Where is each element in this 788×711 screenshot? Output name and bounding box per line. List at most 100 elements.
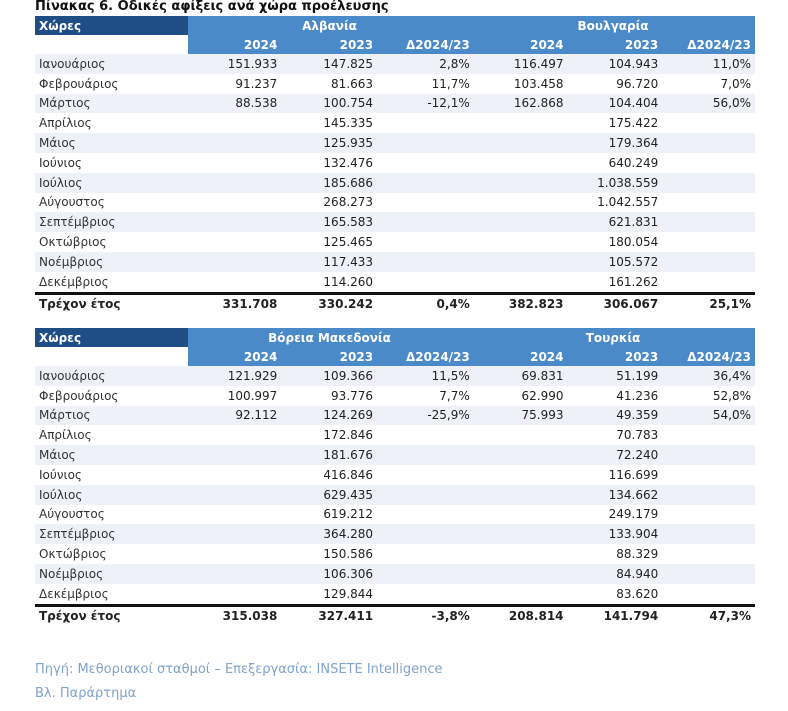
table-cell: 88.329 [616,547,659,562]
table-cell: 7,0% [720,76,752,91]
table-row: Αύγουστος 619.212 249.179 [35,504,755,525]
total-cell: 382.823 [508,296,564,311]
table-cell: 75.993 [521,408,564,423]
month-label: Μάιος [39,448,76,463]
table-cell: 640.249 [608,155,659,170]
month-label: Ιανουάριος [39,56,106,71]
arrivals-table-2: Χώρες Βόρεια Μακεδονία Τουρκία 2024 2023 Δ202… [35,328,755,625]
table-cell: 7,7% [439,388,470,403]
table-cell: 249.179 [608,507,659,522]
column-header: Δ2024/23 [406,349,470,364]
column-header: 2023 [624,349,659,364]
table-cell: 1.038.559 [597,175,659,190]
table-cell: 619.212 [323,507,374,522]
month-label: Ιούνιος [39,155,82,170]
table-cell: 175.422 [608,116,659,131]
table-row: Μάιος 125.935 179.364 [35,133,755,153]
table-cell: 161.262 [608,274,659,289]
country-group-header: Βόρεια Μακεδονία [268,330,391,345]
table-cell: 185.686 [323,175,374,190]
month-label: Μάρτιος [39,96,91,111]
table-cell: 36,4% [712,368,751,383]
month-label: Αύγουστος [39,507,105,522]
table-cell: 125.465 [323,235,374,250]
table-cell: 125.935 [323,136,374,151]
table-row: Σεπτέμβριος 364.280 133.904 [35,524,755,545]
total-cell: 25,1% [709,296,751,311]
table-cell: 109.366 [323,368,374,383]
table-cell: 62.990 [521,388,564,403]
table-cell: 81.663 [331,76,374,91]
column-header: 2023 [339,349,374,364]
table-cell: 103.458 [513,76,564,91]
month-label: Απρίλιος [39,116,92,131]
column-header: 2024 [530,37,564,52]
countries-label: Χώρες [35,16,188,35]
table-row: Απρίλιος 172.846 70.783 [35,425,755,446]
table-cell: 150.586 [323,547,374,562]
table-cell: 106.306 [323,566,374,581]
table-cell: 116.699 [608,467,659,482]
table-row: Ιανουάριος 151.933 147.825 2,8% 116.497 104.9… [35,54,755,74]
total-label: Τρέχον έτος [39,296,121,311]
total-cell: 208.814 [508,608,564,623]
group-header-row: Χώρες Βόρεια Μακεδονία Τουρκία [35,328,755,347]
total-cell: 331.708 [222,296,278,311]
column-header: 2023 [339,37,374,52]
table-row: Αύγουστος 268.273 1.042.557 [35,192,755,213]
table-cell: 114.260 [323,274,374,289]
month-label: Μάιος [39,136,76,151]
total-label: Τρέχον έτος [39,608,121,623]
column-header: Δ2024/23 [406,37,470,52]
table-cell: 54,0% [712,408,751,423]
table-cell: 92.112 [235,408,278,423]
table-row: Οκτώβριος 125.465 180.054 [35,232,755,252]
column-header: 2024 [243,349,278,364]
country-group-header: Βουλγαρία [577,18,649,33]
table-cell: 88.538 [235,96,278,111]
country-group-header: Αλβανία [302,18,357,33]
table-cell: 56,0% [712,96,751,111]
table-body: Ιανουάριος 151.933 147.825 2,8% 116.497 104.9… [35,54,755,292]
table-cell: 268.273 [323,195,374,210]
total-cell: 47,3% [709,608,751,623]
table-cell: 93.776 [331,388,374,403]
table-cell: 105.572 [608,254,659,269]
table-row: Ιανουάριος 121.929 109.366 11,5% 69.831 51.19… [35,366,755,386]
table-cell: 147.825 [323,56,374,71]
table-cell: 116.497 [513,56,564,71]
table-cell: 72.240 [616,448,659,463]
table-cell: 179.364 [608,136,659,151]
column-header: 2024 [243,37,278,52]
month-label: Ιούνιος [39,467,82,482]
table-cell: 124.269 [323,408,374,423]
table-cell: 145.335 [323,116,374,131]
arrivals-table-1: Χώρες Αλβανία Βουλγαρία 2024 2023 Δ2024/23 202… [35,16,755,313]
table-cell: 172.846 [323,428,374,443]
table-row: Μάιος 181.676 72.240 [35,445,755,465]
table-cell: -25,9% [427,408,470,423]
table-cell: 133.904 [608,527,659,542]
table-row: Νοέμβριος 106.306 84.940 [35,563,755,584]
table-row: Οκτώβριος 150.586 88.329 [35,544,755,564]
month-label: Φεβρουάριος [39,388,119,403]
table-cell: 181.676 [323,448,374,463]
table-cell: 132.476 [323,155,374,170]
table-cell: 84.940 [616,566,659,581]
total-cell: 330.242 [318,296,374,311]
total-cell: 327.411 [318,608,374,623]
table-row: Δεκέμβριος 129.844 83.620 [35,583,755,604]
table-cell: 11,0% [712,56,751,71]
table-row: Δεκέμβριος 114.260 161.262 [35,271,755,292]
table-row: Ιούλιος 629.435 134.662 [35,484,755,505]
month-label: Σεπτέμβριος [39,527,116,542]
source-note: Πηγή: Μεθοριακοί σταθμοί – Επεξεργασία: … [35,662,443,677]
column-header-row: 2024 2023 Δ2024/23 2024 2023 Δ2024/23 [35,35,755,54]
countries-label: Χώρες [35,328,188,347]
month-label: Νοέμβριος [39,566,104,581]
column-header-row: 2024 2023 Δ2024/23 2024 2023 Δ2024/23 [35,347,755,366]
table-cell: 69.831 [521,368,564,383]
month-label: Δεκέμβριος [39,274,109,289]
month-label: Νοέμβριος [39,254,104,269]
month-label: Οκτώβριος [39,235,107,250]
